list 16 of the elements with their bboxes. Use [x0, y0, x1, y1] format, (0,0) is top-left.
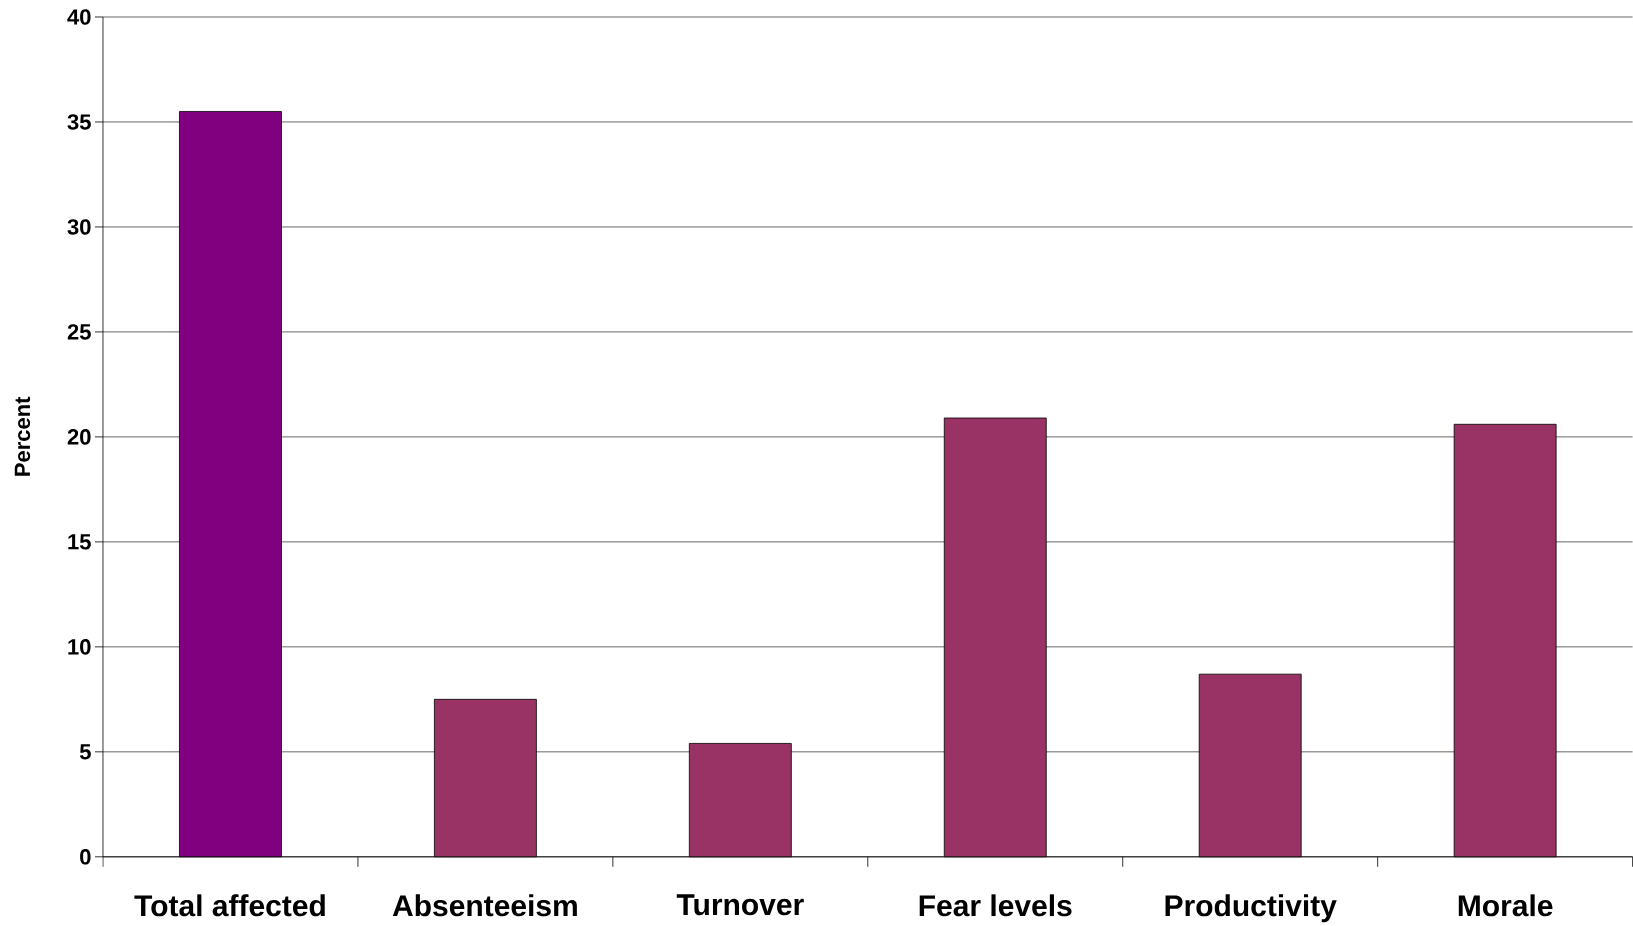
x-tick-label: Productivity — [1165, 894, 1337, 923]
y-tick-label: 25 — [67, 324, 91, 340]
y-tick-label: 20 — [67, 429, 91, 445]
y-tick-label: 30 — [67, 219, 91, 235]
x-tick-label: Fear levels — [919, 894, 1072, 917]
x-tick-label: Turnover — [676, 894, 804, 916]
y-axis-title: Percent — [14, 397, 31, 476]
x-tick-label: Absenteeism — [392, 894, 577, 917]
y-tick-label: 15 — [68, 534, 91, 550]
y-tick-label: 35 — [67, 114, 91, 130]
y-tick-label: 0 — [80, 849, 91, 865]
y-tick-label: 40 — [67, 9, 91, 25]
y-tick-label: 10 — [68, 639, 91, 655]
y-tick-label: 5 — [79, 744, 91, 760]
x-tick-label: Morale — [1458, 894, 1553, 917]
x-tick-label: Total affected — [134, 894, 325, 917]
